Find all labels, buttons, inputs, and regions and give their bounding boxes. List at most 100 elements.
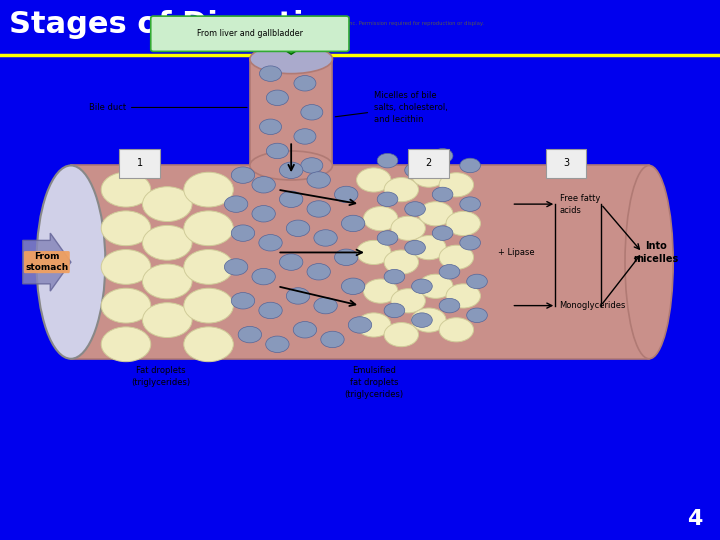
Circle shape	[460, 197, 480, 211]
Text: Into
micelles: Into micelles	[634, 241, 679, 264]
Circle shape	[102, 288, 150, 323]
Circle shape	[418, 202, 453, 226]
Circle shape	[279, 162, 303, 179]
Circle shape	[287, 220, 310, 237]
Circle shape	[279, 191, 303, 207]
Circle shape	[321, 331, 344, 348]
Circle shape	[460, 235, 480, 250]
Circle shape	[412, 163, 446, 187]
Circle shape	[384, 322, 418, 347]
FancyArrow shape	[266, 25, 317, 55]
FancyArrow shape	[23, 233, 71, 291]
Circle shape	[225, 196, 248, 212]
Text: 2: 2	[426, 158, 432, 168]
Circle shape	[258, 234, 282, 251]
Circle shape	[356, 240, 391, 265]
Circle shape	[391, 289, 426, 313]
Ellipse shape	[625, 165, 673, 359]
Circle shape	[432, 226, 453, 240]
Circle shape	[184, 211, 233, 246]
Circle shape	[412, 313, 432, 327]
Circle shape	[184, 327, 233, 362]
Text: 1: 1	[137, 158, 143, 168]
Circle shape	[266, 336, 289, 353]
Text: Emulsified
fat droplets
(triglycerides): Emulsified fat droplets (triglycerides)	[344, 366, 403, 399]
Circle shape	[446, 211, 480, 235]
Circle shape	[184, 249, 233, 285]
Circle shape	[259, 66, 282, 82]
Circle shape	[412, 308, 446, 332]
Circle shape	[143, 187, 192, 221]
Circle shape	[384, 250, 418, 274]
Circle shape	[439, 299, 460, 313]
Circle shape	[412, 235, 446, 260]
Circle shape	[412, 279, 432, 294]
Circle shape	[335, 249, 358, 266]
Circle shape	[258, 302, 282, 319]
Circle shape	[364, 206, 398, 231]
Circle shape	[238, 326, 261, 343]
Circle shape	[102, 172, 150, 207]
Circle shape	[405, 202, 426, 216]
Text: From liver and gallbladder: From liver and gallbladder	[197, 30, 303, 38]
Circle shape	[467, 274, 487, 289]
FancyBboxPatch shape	[408, 149, 449, 178]
Circle shape	[384, 303, 405, 318]
Text: 4: 4	[687, 509, 702, 529]
Circle shape	[259, 119, 282, 134]
Circle shape	[102, 211, 150, 246]
Text: Free fatty
acids: Free fatty acids	[559, 194, 600, 214]
Circle shape	[143, 225, 192, 260]
Circle shape	[231, 225, 255, 241]
FancyBboxPatch shape	[119, 149, 160, 178]
Circle shape	[460, 158, 480, 173]
Text: From
stomach: From stomach	[25, 252, 68, 272]
Circle shape	[314, 298, 337, 314]
Circle shape	[405, 163, 426, 178]
Circle shape	[266, 143, 289, 159]
Circle shape	[377, 192, 398, 206]
FancyBboxPatch shape	[150, 16, 349, 51]
Circle shape	[314, 230, 337, 246]
Circle shape	[418, 274, 453, 299]
Circle shape	[266, 90, 289, 105]
Circle shape	[279, 254, 303, 271]
Circle shape	[184, 172, 233, 207]
Circle shape	[356, 313, 391, 337]
Circle shape	[252, 206, 275, 222]
Circle shape	[446, 284, 480, 308]
Circle shape	[377, 153, 398, 168]
Circle shape	[184, 288, 233, 323]
Ellipse shape	[250, 45, 333, 73]
Bar	[71, 165, 649, 359]
Circle shape	[231, 167, 255, 184]
Ellipse shape	[250, 151, 333, 180]
Circle shape	[102, 327, 150, 362]
Text: + Lipase: + Lipase	[498, 248, 534, 257]
Circle shape	[439, 318, 474, 342]
Circle shape	[252, 177, 275, 193]
Circle shape	[301, 105, 323, 120]
Circle shape	[335, 186, 358, 202]
Circle shape	[341, 215, 365, 232]
Circle shape	[307, 201, 330, 217]
Circle shape	[252, 268, 275, 285]
Text: Micelles of bile
salts, cholesterol,
and lecithin: Micelles of bile salts, cholesterol, and…	[374, 91, 448, 124]
Text: Copyright © The McGraw-Hill Companies, Inc. Permission required for reproduction: Copyright © The McGraw-Hill Companies, I…	[236, 20, 484, 26]
Circle shape	[102, 249, 150, 285]
Circle shape	[384, 269, 405, 284]
Circle shape	[432, 148, 453, 163]
Circle shape	[356, 168, 391, 192]
Text: Stages of Digestion: Stages of Digestion	[9, 10, 346, 39]
Circle shape	[143, 264, 192, 299]
Text: Bile duct: Bile duct	[89, 103, 247, 112]
Circle shape	[293, 321, 317, 338]
Circle shape	[307, 264, 330, 280]
Text: 3: 3	[564, 158, 570, 168]
Circle shape	[307, 172, 330, 188]
Circle shape	[301, 158, 323, 173]
Circle shape	[143, 303, 192, 338]
Circle shape	[377, 231, 398, 245]
Text: Monoglycerides: Monoglycerides	[559, 301, 626, 310]
Circle shape	[391, 216, 426, 240]
